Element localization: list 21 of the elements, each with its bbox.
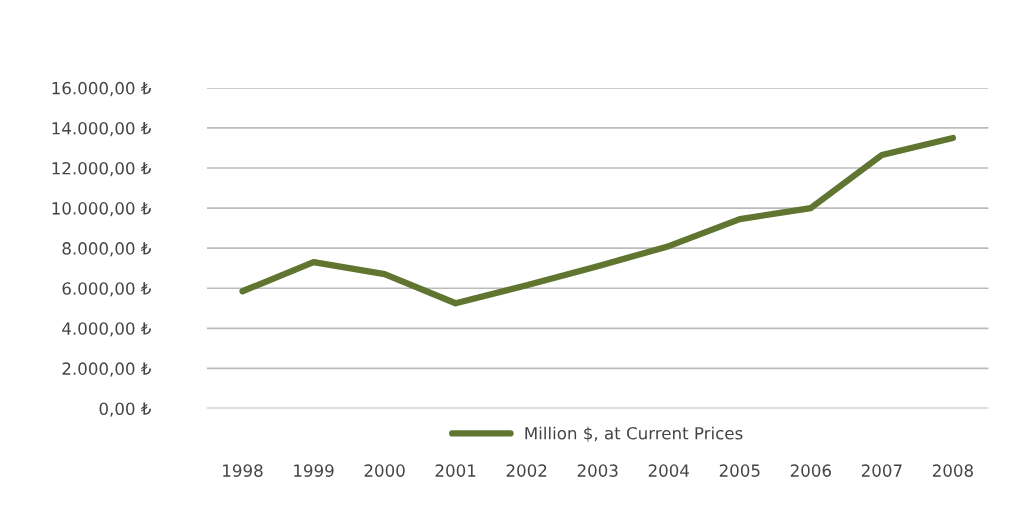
y-tick-label: 4.000,00 ₺: [62, 322, 152, 337]
y-tick-label: 0,00 ₺: [99, 402, 152, 417]
y-tick-label: 12.000,00 ₺: [52, 161, 152, 177]
y-tick-label: 16.000,00 ₺: [52, 81, 152, 97]
y-tick-label: 8.000,00 ₺: [62, 242, 152, 257]
x-tick-label: 1998: [223, 464, 263, 477]
x-tick-label: 2003: [577, 464, 618, 477]
y-tick-label: 2.000,00 ₺: [62, 362, 152, 377]
legend-label: Million $, at Current Prices: [525, 426, 743, 442]
x-tick-label: 2004: [648, 464, 690, 477]
x-tick-label: 2006: [790, 464, 831, 477]
x-tick-label: 2005: [719, 464, 760, 477]
x-tick-label: 2008: [932, 464, 973, 477]
x-tick-label: 2001: [435, 464, 476, 477]
x-tick-label: 2000: [364, 464, 405, 477]
y-tick-label: 10.000,00 ₺: [52, 202, 152, 217]
x-tick-label: 1999: [294, 464, 334, 477]
y-tick-label: 6.000,00 ₺: [62, 282, 152, 297]
x-tick-label: 2007: [861, 464, 902, 477]
y-tick-label: 14.000,00 ₺: [52, 121, 152, 137]
x-tick-label: 2002: [506, 464, 547, 477]
